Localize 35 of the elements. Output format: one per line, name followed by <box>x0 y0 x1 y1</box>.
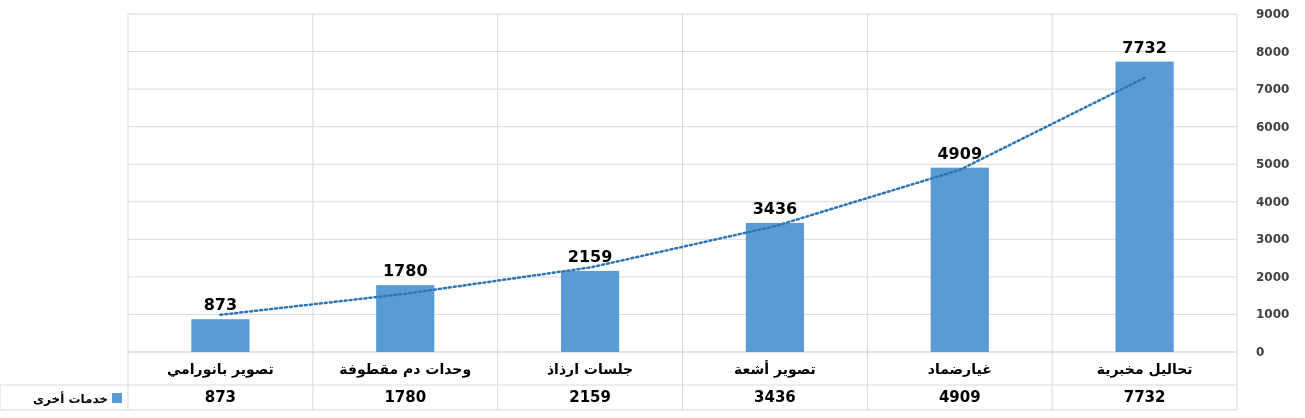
bar <box>560 270 620 352</box>
data-label: 3436 <box>752 198 798 218</box>
text: 4909 <box>938 388 981 406</box>
y-tick-label: 2000 <box>1256 269 1290 284</box>
x-tick-label: غيارضماد <box>927 361 992 377</box>
y-tick-label: 3000 <box>1256 232 1290 247</box>
y-tick-label: 0 <box>1256 345 1265 359</box>
y-tick-label: 7000 <box>1256 82 1290 97</box>
bar <box>745 222 805 352</box>
bar <box>191 319 250 352</box>
data-label: 7732 <box>1122 37 1167 57</box>
x-tick-label: وحدات دم مقطوفة <box>339 361 472 378</box>
text: 1780 <box>384 388 427 406</box>
y-tick-label: 9000 <box>1256 7 1290 21</box>
data-label: 1780 <box>382 261 428 281</box>
y-tick-label: 6000 <box>1256 119 1290 134</box>
text: 7732 <box>1123 388 1166 406</box>
y-tick-label: 1000 <box>1256 307 1290 322</box>
text: 3436 <box>754 388 796 406</box>
x-tick-label: جلسات ارذاذ <box>546 361 634 377</box>
x-tick-label: تصوير بانورامي <box>166 361 274 378</box>
data-label: 873 <box>203 295 238 315</box>
data-label: 4909 <box>937 143 983 163</box>
y-tick-label: 4000 <box>1256 194 1290 209</box>
x-tick-label: تصوير أشعة <box>734 360 816 378</box>
text: 873 <box>204 388 237 406</box>
y-tick-label: 5000 <box>1256 157 1290 172</box>
y-tick-label: 8000 <box>1256 44 1290 59</box>
legend-label: خدمات أخرى <box>33 391 108 406</box>
x-tick-label: تحاليل مخبرية <box>1096 361 1193 378</box>
text: 2159 <box>569 388 611 406</box>
data-label: 2159 <box>567 246 613 266</box>
bar <box>930 167 989 352</box>
bar <box>376 285 435 352</box>
bar <box>1115 61 1174 352</box>
